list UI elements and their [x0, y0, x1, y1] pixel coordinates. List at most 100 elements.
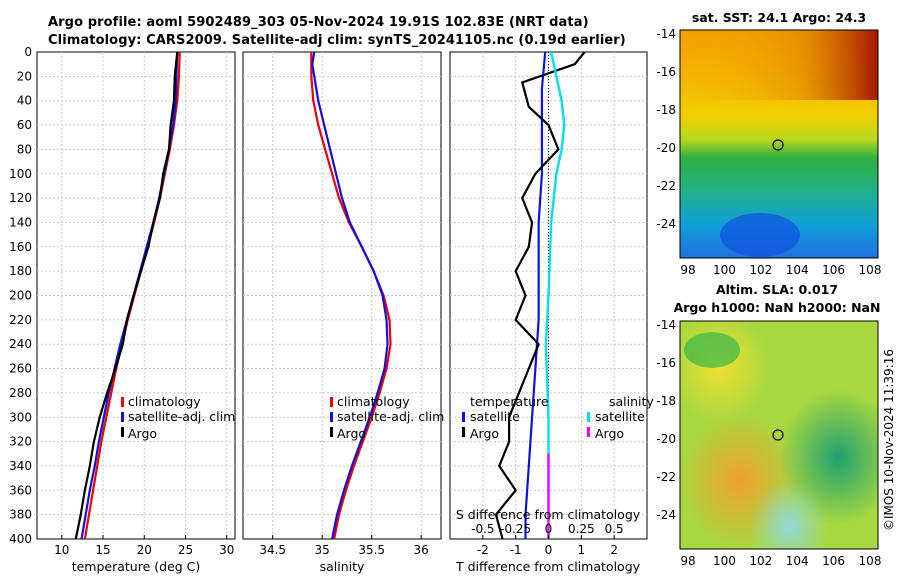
depth-tick-label: 120 — [9, 191, 32, 205]
map-x-tick-label: 102 — [749, 263, 772, 277]
salinity-axis-label: salinity — [320, 559, 365, 574]
salinity-panel: 34.5 35 35.5 36 salinity climatology satell… — [242, 51, 444, 574]
legend-title-salinity: salinity — [609, 394, 654, 409]
map-y-tick-label: -24 — [656, 508, 676, 522]
salinity-legend: climatology satellite-adj. clim Argo — [330, 394, 444, 441]
legend-label-t-satellite: satellite — [470, 409, 520, 424]
depth-tick-label: 360 — [9, 483, 32, 497]
map-x-tick-label: 104 — [786, 554, 809, 568]
map-x-tick-label: 108 — [859, 554, 882, 568]
x-tick-label: -2 — [477, 543, 489, 557]
salinity-grid — [243, 52, 441, 539]
imos-timestamp: ©IMOS 10-Nov-2024 11:39:16 — [882, 349, 896, 531]
sla-map: Altim. SLA: 0.017 Argo h1000: NaN h2000:… — [656, 282, 881, 568]
sla-green-patch — [684, 332, 740, 368]
legend-label-satellite: satellite-adj. clim — [128, 409, 235, 424]
x-tick-label: 15 — [95, 543, 110, 557]
sla-map-title: Altim. SLA: 0.017 — [716, 282, 838, 297]
legend-swatch-satellite — [121, 412, 124, 422]
sst-map-title: sat. SST: 24.1 Argo: 24.3 — [692, 10, 866, 25]
salinity-x-ticks: 34.5 35 35.5 36 — [259, 535, 429, 557]
depth-tick-label: 40 — [17, 94, 32, 108]
x-tick-label: 10 — [54, 543, 69, 557]
map-y-tick-label: -16 — [656, 356, 676, 370]
map-y-tick-label: -14 — [656, 27, 676, 41]
legend-label-climatology: climatology — [128, 394, 201, 409]
depth-tick-label: 280 — [9, 386, 32, 400]
x-tick-label: 35 — [315, 543, 330, 557]
temperature-x-ticks: 10 15 20 25 30 — [54, 535, 234, 557]
series-line-argo — [494, 51, 586, 540]
depth-tick-label: 320 — [9, 435, 32, 449]
argo-position-marker — [772, 429, 784, 441]
legend-label-argo: Argo — [337, 426, 366, 441]
s-tick-label: 0 — [545, 522, 553, 536]
depth-tick-label: 240 — [9, 337, 32, 351]
depth-tick-label: 260 — [9, 362, 32, 376]
difference-legend: temperature satellite Argo salinity sate… — [462, 394, 654, 441]
legend-swatch-argo — [121, 427, 124, 437]
x-tick-label: 0 — [545, 543, 553, 557]
map-x-tick-label: 106 — [822, 263, 845, 277]
depth-tick-label: 100 — [9, 167, 32, 181]
s-tick-label: -0.25 — [500, 522, 531, 536]
depth-axis-ticks: 0 20 40 60 80 100 120 140 160 180 200 220 240 260 280 3… — [9, 45, 32, 546]
depth-tick-label: 380 — [9, 508, 32, 522]
s-tick-label: -0.5 — [471, 522, 494, 536]
map-x-tick-label: 104 — [786, 263, 809, 277]
sst-cool-patch — [720, 213, 800, 257]
difference-x-ticks: -2 -1 0 1 2 — [477, 535, 618, 557]
series-line-argo — [74, 51, 179, 540]
sla-map-frame — [679, 320, 879, 550]
x-tick-label: 25 — [178, 543, 193, 557]
legend-swatch-s-satellite — [587, 412, 590, 422]
map-x-tick-label: 108 — [859, 263, 882, 277]
legend-label-s-argo: Argo — [595, 426, 624, 441]
x-tick-label: 2 — [610, 543, 618, 557]
legend-label-satellite: satellite-adj. clim — [337, 409, 444, 424]
map-y-tick-label: -18 — [656, 103, 676, 117]
depth-tick-label: 80 — [17, 142, 32, 156]
legend-swatch-satellite — [330, 412, 333, 422]
depth-tick-label: 20 — [17, 69, 32, 83]
s-tick-label: 0.5 — [605, 522, 624, 536]
map-y-tick-label: -20 — [656, 141, 676, 155]
map-x-tick-label: 106 — [822, 554, 845, 568]
x-tick-label: 36 — [414, 543, 429, 557]
temperature-panel: 10 15 20 25 30 temperature (deg C) climatolo… — [9, 45, 236, 574]
legend-swatch-climatology — [330, 397, 333, 407]
legend-swatch-t-argo — [462, 427, 465, 437]
depth-tick-label: 300 — [9, 410, 32, 424]
temperature-grid — [37, 52, 235, 539]
legend-label-climatology: climatology — [337, 394, 410, 409]
sla-map-ticks: 98 100 102 104 106 108 -14 -16 -18 -20 -22 -24 — [656, 318, 881, 568]
s-tick-label: 0.25 — [568, 522, 595, 536]
legend-swatch-s-argo — [587, 427, 590, 437]
depth-tick-label: 180 — [9, 264, 32, 278]
map-x-tick-label: 98 — [680, 554, 695, 568]
s-difference-axis-label: S difference from climatology — [456, 507, 641, 522]
salinity-lines — [310, 51, 392, 540]
depth-tick-label: 220 — [9, 313, 32, 327]
map-y-tick-label: -24 — [656, 217, 676, 231]
legend-title-temperature: temperature — [470, 394, 549, 409]
legend-swatch-t-satellite — [462, 412, 465, 422]
x-tick-label: 34.5 — [259, 543, 286, 557]
t-difference-axis-label: T difference from climatology — [455, 559, 641, 574]
depth-tick-label: 200 — [9, 289, 32, 303]
depth-tick-label: 340 — [9, 459, 32, 473]
difference-lines — [494, 51, 586, 540]
x-tick-label: 1 — [578, 543, 586, 557]
legend-swatch-argo — [330, 427, 333, 437]
depth-tick-label: 140 — [9, 215, 32, 229]
temperature-lines — [74, 51, 181, 540]
sst-map-frame — [679, 29, 879, 259]
legend-label-s-satellite: satellite — [595, 409, 645, 424]
difference-panel: -2 -1 0 1 2 -0.5 -0.25 0 0.25 0.5 S difference f… — [449, 51, 654, 574]
map-x-tick-label: 100 — [713, 554, 736, 568]
x-tick-label: 30 — [219, 543, 234, 557]
map-y-tick-label: -14 — [656, 318, 676, 332]
map-x-tick-label: 102 — [749, 554, 772, 568]
map-y-tick-label: -16 — [656, 65, 676, 79]
legend-label-argo: Argo — [128, 426, 157, 441]
